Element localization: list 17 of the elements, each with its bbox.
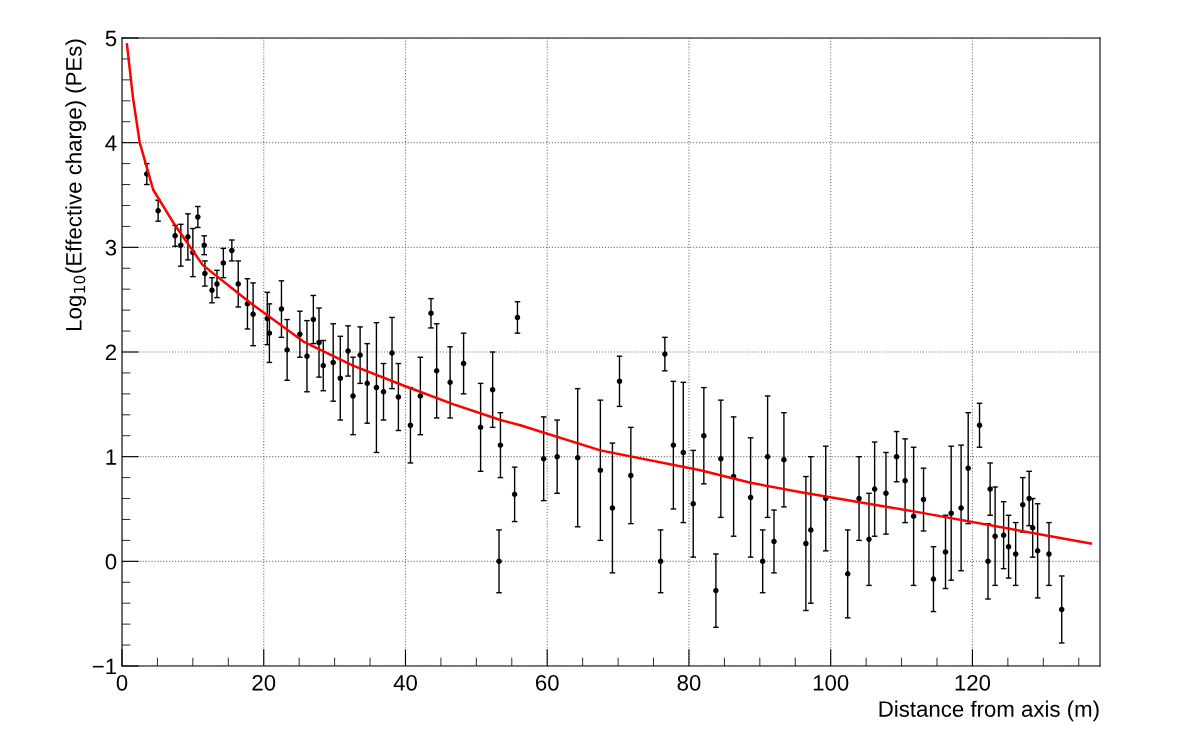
line-series (125, 43, 1093, 545)
y-tick-label: 1 (106, 449, 117, 465)
x-tick-label: 100 (813, 674, 849, 691)
x-tick-label: 40 (393, 674, 417, 691)
y-axis-title: Log$_{10}$(Effective charge) (PEs) (65, 39, 87, 330)
y-tick-label: 4 (105, 135, 117, 151)
y-tick-label: 5 (105, 30, 117, 47)
y-tick-label: 3 (105, 239, 117, 256)
x-tick-label: 120 (955, 674, 991, 691)
y-tick-label: 0 (105, 553, 117, 570)
x-tick-label: 80 (677, 674, 701, 691)
y-tick-label: −1 (92, 658, 117, 675)
x-tick-label: 60 (535, 674, 559, 691)
x-axis-title: Distance from axis (m) (879, 700, 1099, 722)
x-tick-label: 20 (252, 674, 276, 691)
x-tick-label: 0 (116, 674, 128, 691)
y-tick-label: 2 (105, 344, 117, 361)
